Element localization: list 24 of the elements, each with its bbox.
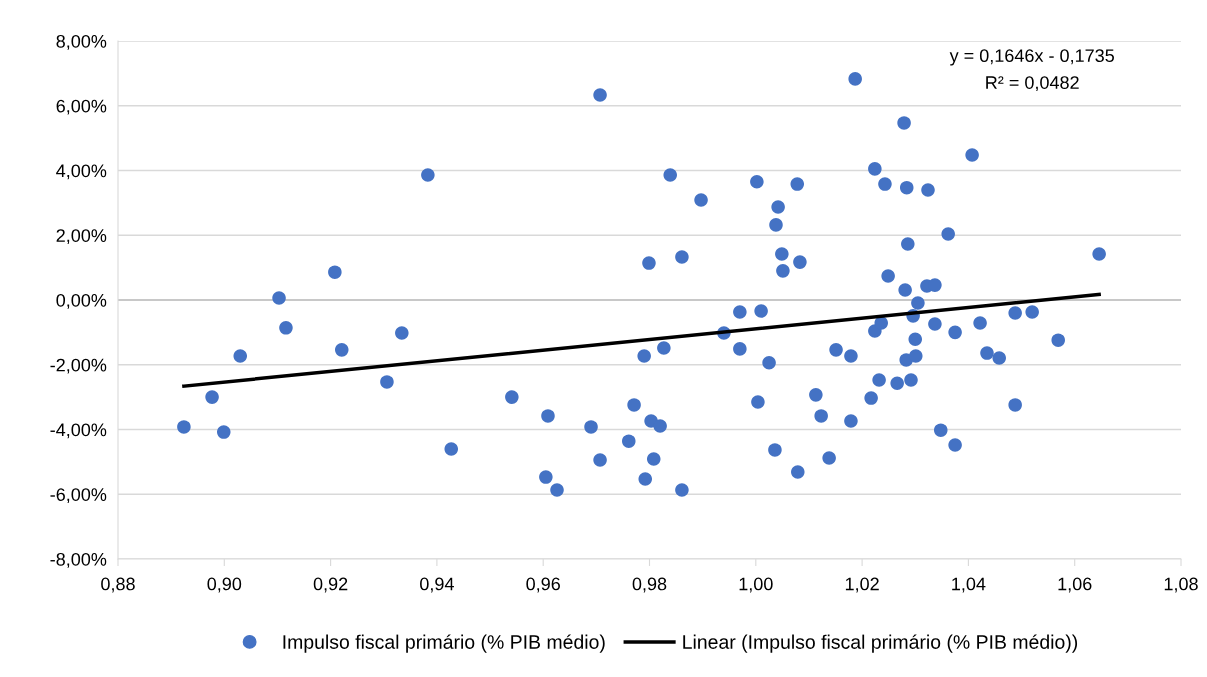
- y-tick-label: -6,00%: [50, 488, 107, 504]
- annotation: y = 0,1646x - 0,1735: [949, 49, 1114, 66]
- y-tick-label: -4,00%: [50, 423, 107, 439]
- x-tick-label: 0,96: [526, 577, 560, 593]
- x-tick-label: 0,94: [420, 577, 454, 593]
- y-tick-label: 2,00%: [56, 229, 107, 245]
- x-tick-label: 1,08: [1164, 577, 1198, 593]
- x-tick-label: 1,02: [845, 577, 879, 593]
- annotation: R² = 0,0482: [986, 76, 1079, 92]
- y-tick-label: 0,00%: [56, 293, 107, 309]
- x-tick-label: 0,98: [632, 577, 667, 593]
- x-tick-label: 0,88: [101, 577, 135, 593]
- x-tick-label: 1,06: [1058, 577, 1092, 593]
- legend-label: Impulso fiscal primário (% PIB médio): [283, 634, 605, 653]
- y-tick-label: -8,00%: [50, 552, 107, 568]
- y-tick-label: 8,00%: [56, 34, 107, 50]
- x-tick-label: 1,04: [952, 577, 986, 593]
- y-tick-label: 6,00%: [56, 99, 107, 115]
- x-tick-label: 0,90: [207, 577, 242, 593]
- x-tick-label: 0,92: [313, 577, 348, 593]
- x-tick-label: 1,00: [739, 577, 773, 593]
- legend-label: Linear (Impulso fiscal primário (% PIB médio)): [683, 634, 1078, 653]
- y-tick-label: -2,00%: [50, 358, 107, 374]
- y-tick-label: 4,00%: [56, 164, 107, 180]
